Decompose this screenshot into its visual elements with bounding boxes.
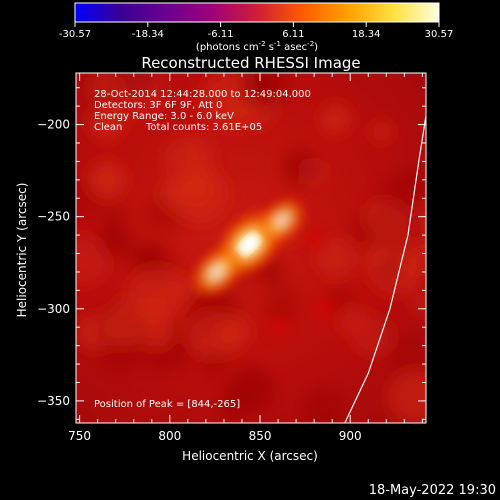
texture-blob	[282, 149, 317, 184]
texture-blob	[91, 83, 119, 111]
annotations: 28-Oct-2014 12:44:28.000 to 12:49:04.000…	[94, 89, 311, 410]
total-counts-text: Total counts: 3.61E+05	[145, 122, 262, 133]
emission-source	[260, 309, 297, 346]
texture-blob	[387, 370, 426, 423]
emission-source	[187, 243, 246, 301]
emission-sources	[187, 193, 342, 346]
x-axis: 750 800 850 900	[68, 73, 423, 443]
time-range-text: 28-Oct-2014 12:44:28.000 to 12:49:04.000	[94, 89, 311, 100]
texture-blob	[388, 335, 426, 373]
texture-blob	[187, 310, 239, 362]
texture-blob	[98, 200, 128, 230]
texture-blob	[95, 222, 133, 259]
colorbar-tick-label: -18.34	[132, 29, 164, 40]
y-tick-label: −350	[37, 394, 70, 408]
y-axis-label: Heliocentric Y (arcsec)	[15, 183, 29, 318]
peak-position-text: Position of Peak = [844,-265]	[94, 399, 240, 410]
emission-source	[296, 220, 333, 257]
emission-source	[305, 290, 342, 327]
texture-blob	[351, 314, 395, 358]
method-text: Clean	[94, 122, 122, 133]
x-axis-label: Heliocentric X (arcsec)	[182, 449, 318, 463]
colorbar-tick-label: -6.11	[208, 29, 234, 40]
colorbar-tick-label: 6.11	[282, 29, 304, 40]
chart-title: Reconstructed RHESSI Image	[141, 54, 360, 72]
colorbar-ticks	[74, 22, 440, 27]
x-tick-label: 750	[68, 429, 91, 443]
heatmap-texture	[76, 73, 426, 423]
texture-blob	[101, 304, 145, 349]
texture-blob	[371, 178, 402, 209]
heatmap-image	[76, 73, 426, 423]
colorbar-tick-label: 18.34	[352, 29, 381, 40]
texture-blob	[88, 161, 126, 199]
texture-blob	[409, 290, 426, 317]
colorbar-tick-label: 30.57	[425, 29, 454, 40]
x-tick-label: 800	[158, 429, 181, 443]
colorbar-tick-label: -30.57	[59, 29, 91, 40]
texture-blob	[163, 137, 205, 179]
colorbar: -30.57 -18.34 -6.11 6.11 18.34 30.57 (photons…	[59, 2, 453, 53]
texture-blob	[88, 104, 125, 141]
texture-blob	[128, 265, 185, 321]
x-tick-label: 900	[339, 429, 362, 443]
y-tick-label: −250	[37, 210, 70, 224]
colorbar-gradient	[74, 2, 440, 23]
colorbar-tick-labels: -30.57 -18.34 -6.11 6.11 18.34 30.57	[59, 29, 453, 40]
texture-blob	[141, 315, 174, 349]
detectors-text: Detectors: 3F 6F 9F, Att 0	[94, 100, 222, 111]
solar-limb-arc	[344, 115, 426, 423]
peak-core	[239, 234, 260, 255]
footer-timestamp: 18-May-2022 19:30	[369, 483, 496, 498]
texture-blob	[301, 387, 347, 423]
y-tick-label: −300	[37, 302, 70, 316]
colorbar-units: (photons cm-2 s-1 asec-2)	[196, 40, 318, 53]
texture-blob	[245, 73, 285, 111]
texture-blob	[377, 260, 401, 284]
x-tick-label: 850	[249, 429, 272, 443]
texture-blob	[143, 350, 170, 378]
y-tick-label: −200	[37, 118, 70, 132]
texture-blob	[371, 121, 393, 142]
texture-blob	[200, 350, 228, 378]
texture-blob	[111, 73, 157, 96]
energy-range-text: Energy Range: 3.0 - 6.0 keV	[94, 111, 234, 122]
texture-blob	[372, 203, 426, 258]
texture-blob	[320, 103, 352, 135]
emission-source	[255, 193, 309, 247]
texture-blob	[227, 366, 275, 414]
plot-frame	[75, 72, 427, 424]
y-axis: −200 −250 −300 −350	[37, 87, 426, 420]
texture-blob	[169, 164, 229, 224]
